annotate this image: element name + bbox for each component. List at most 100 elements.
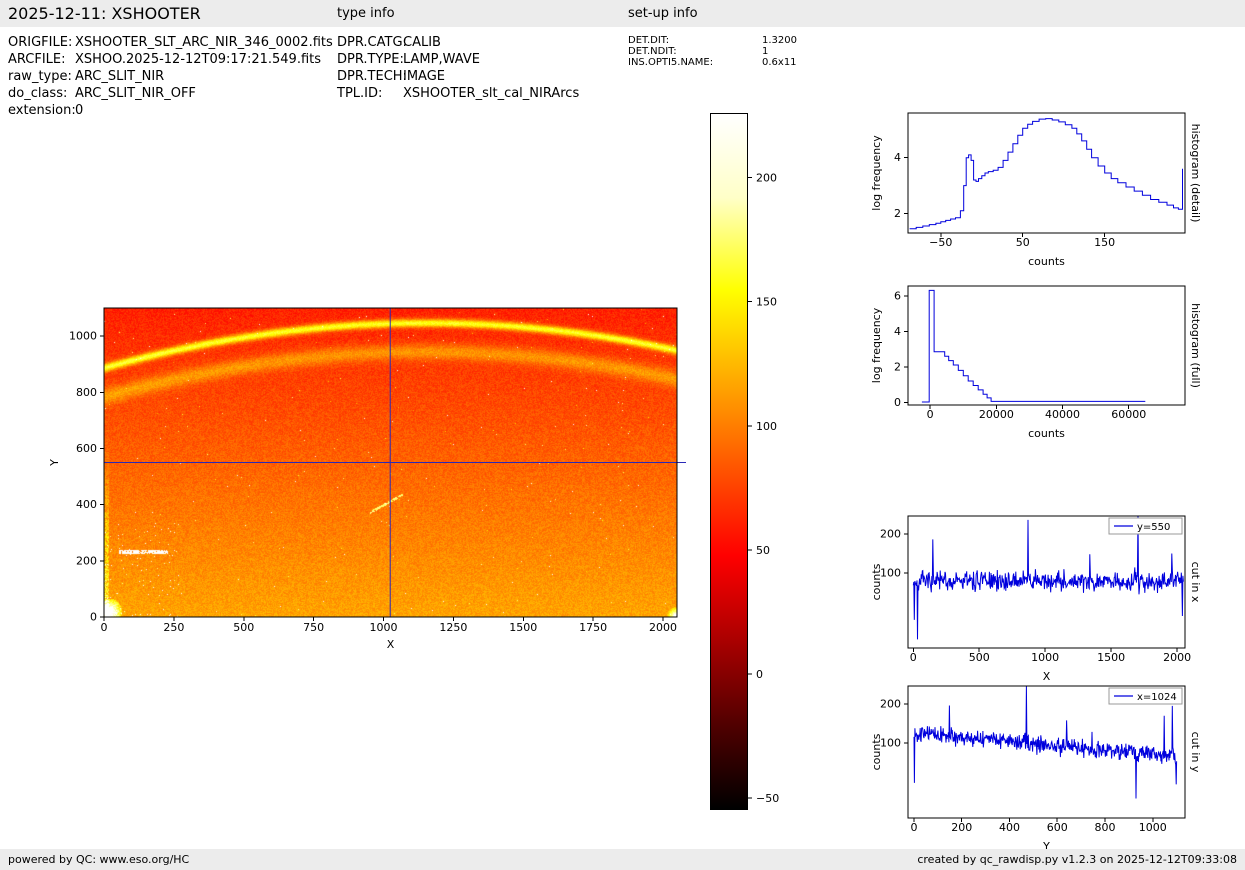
setup-info-list: DET.DIT: 1.3200 DET.NDIT: 1 INS.OPTI5.NAME: 0… — [628, 35, 797, 68]
colorbar — [710, 113, 748, 810]
meta-value: XSHOOTER_SLT_ARC_NIR_346_0002.fits — [75, 35, 333, 50]
meta-key: DET.NDIT: — [628, 46, 677, 57]
svg-text:counts: counts — [1028, 255, 1065, 268]
svg-text:1250: 1250 — [439, 621, 467, 634]
meta-value: 1 — [762, 46, 769, 57]
svg-text:2: 2 — [894, 207, 901, 220]
svg-text:800: 800 — [76, 386, 97, 399]
meta-row: INS.OPTI5.NAME: 0.6x11 — [628, 57, 797, 68]
svg-text:1000: 1000 — [370, 621, 398, 634]
svg-text:1000: 1000 — [1031, 651, 1059, 664]
footer-bar: powered by QC: www.eso.org/HC created by… — [0, 849, 1245, 870]
meta-key: extension: — [8, 103, 76, 118]
svg-text:log frequency: log frequency — [870, 307, 883, 383]
meta-value: ARC_SLIT_NIR_OFF — [75, 86, 196, 101]
svg-text:20000: 20000 — [979, 408, 1014, 421]
svg-text:60000: 60000 — [1111, 408, 1146, 421]
footer-right-text: created by qc_rawdisp.py v1.2.3 on 2025-… — [917, 853, 1237, 866]
svg-text:200: 200 — [951, 821, 972, 834]
svg-text:500: 500 — [233, 621, 254, 634]
meta-row: DET.DIT: 1.3200 — [628, 35, 797, 46]
svg-text:counts: counts — [870, 733, 883, 770]
meta-key: ORIGFILE: — [8, 35, 73, 50]
svg-text:1500: 1500 — [1097, 651, 1125, 664]
svg-text:histogram (detail): histogram (detail) — [1189, 124, 1202, 223]
meta-key: DPR.CATG: — [337, 35, 407, 50]
svg-text:X: X — [1043, 670, 1051, 683]
footer-left-text: powered by QC: www.eso.org/HC — [8, 853, 190, 866]
svg-text:150: 150 — [756, 296, 777, 309]
svg-text:1500: 1500 — [509, 621, 537, 634]
meta-key: ARCFILE: — [8, 52, 66, 67]
svg-text:600: 600 — [76, 442, 97, 455]
header-bar: 2025-12-11: XSHOOTER type info set-up in… — [0, 0, 1245, 27]
svg-text:0: 0 — [927, 408, 934, 421]
svg-text:200: 200 — [76, 554, 97, 567]
svg-text:histogram (full): histogram (full) — [1189, 303, 1202, 388]
svg-text:40000: 40000 — [1045, 408, 1080, 421]
meta-value: ARC_SLIT_NIR — [75, 69, 165, 84]
svg-text:−50: −50 — [929, 236, 952, 249]
meta-key: TPL.ID: — [337, 86, 383, 101]
meta-row: DET.NDIT: 1 — [628, 46, 797, 57]
meta-row: ORIGFILE: XSHOOTER_SLT_ARC_NIR_346_0002.f… — [8, 34, 333, 51]
svg-text:4: 4 — [894, 151, 901, 164]
svg-text:100: 100 — [756, 420, 777, 433]
svg-text:100: 100 — [880, 737, 901, 750]
svg-text:100: 100 — [880, 567, 901, 580]
meta-row: raw_type: ARC_SLIT_NIR — [8, 68, 333, 85]
histogram-full-plot: 0 20000 40000 60000 0 2 4 6 counts log frequency h… — [870, 285, 1202, 440]
svg-text:1000: 1000 — [1139, 821, 1167, 834]
meta-key: DET.DIT: — [628, 35, 670, 46]
meta-value: LAMP,WAVE — [403, 52, 480, 67]
type-info-list: DPR.CATG: CALIB DPR.TYPE: LAMP,WAVE DPR.TECH… — [337, 34, 579, 102]
meta-value: XSHOO.2025-12-12T09:17:21.549.fits — [75, 52, 322, 67]
svg-text:log frequency: log frequency — [870, 135, 883, 211]
meta-key: DPR.TECH: — [337, 69, 407, 84]
svg-text:750: 750 — [303, 621, 324, 634]
svg-text:2000: 2000 — [1163, 651, 1191, 664]
svg-text:cut in x: cut in x — [1189, 562, 1202, 603]
meta-row: DPR.CATG: CALIB — [337, 34, 579, 51]
svg-text:y=550: y=550 — [1137, 522, 1170, 533]
svg-text:400: 400 — [76, 498, 97, 511]
meta-row: do_class: ARC_SLIT_NIR_OFF — [8, 85, 333, 102]
svg-text:800: 800 — [1095, 821, 1116, 834]
svg-text:0: 0 — [101, 621, 108, 634]
meta-key: DPR.TYPE: — [337, 52, 404, 67]
svg-text:2: 2 — [894, 360, 901, 373]
file-info-list: ORIGFILE: XSHOOTER_SLT_ARC_NIR_346_0002.f… — [8, 34, 333, 119]
svg-text:0: 0 — [910, 651, 917, 664]
svg-text:X: X — [387, 638, 395, 651]
meta-key: INS.OPTI5.NAME: — [628, 57, 714, 68]
meta-row: extension: 0 — [8, 102, 333, 119]
meta-value: CALIB — [403, 35, 441, 50]
svg-text:1000: 1000 — [69, 330, 97, 343]
svg-text:4: 4 — [894, 325, 901, 338]
svg-text:Y: Y — [1042, 840, 1050, 853]
meta-value: XSHOOTER_slt_cal_NIRArcs — [403, 86, 580, 101]
type-info-heading: type info — [337, 6, 395, 21]
colorbar-tick-labels: −50 0 50 100 150 200 — [748, 172, 779, 805]
svg-text:50: 50 — [1016, 236, 1030, 249]
meta-value: 1.3200 — [762, 35, 797, 46]
meta-value: 0 — [75, 103, 84, 118]
meta-key: do_class: — [8, 86, 68, 101]
svg-text:0: 0 — [90, 611, 97, 624]
detector-image-axes: 0 250 500 750 1000 1250 1500 1750 2000 0 200 400 600… — [48, 307, 686, 651]
svg-text:0: 0 — [910, 821, 917, 834]
svg-text:−50: −50 — [756, 792, 779, 805]
svg-text:200: 200 — [880, 527, 901, 540]
svg-text:2000: 2000 — [649, 621, 677, 634]
svg-text:counts: counts — [870, 563, 883, 600]
svg-text:200: 200 — [756, 172, 777, 185]
meta-key: raw_type: — [8, 69, 72, 84]
setup-info-heading: set-up info — [628, 6, 698, 21]
svg-text:Y: Y — [48, 459, 61, 467]
meta-row: TPL.ID: XSHOOTER_slt_cal_NIRArcs — [337, 85, 579, 102]
svg-text:600: 600 — [1047, 821, 1068, 834]
meta-row: DPR.TECH: IMAGE — [337, 68, 579, 85]
histogram-detail-plot: −50 50 150 2 4 counts log frequency histogram (… — [870, 112, 1202, 268]
